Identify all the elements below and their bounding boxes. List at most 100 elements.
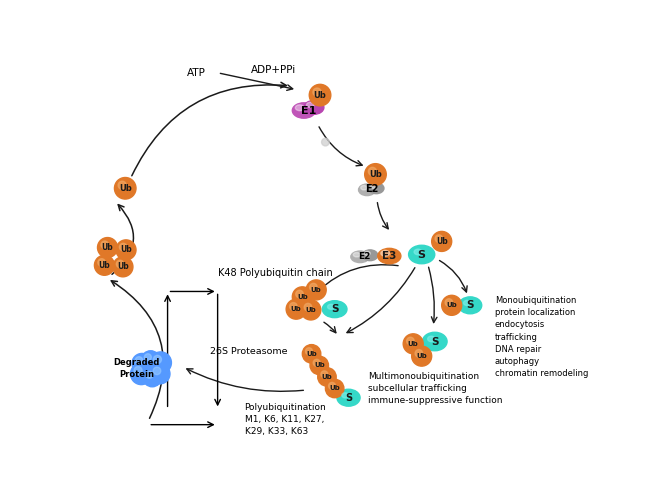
Circle shape bbox=[101, 241, 109, 248]
Circle shape bbox=[98, 259, 105, 266]
Text: Ub: Ub bbox=[117, 262, 129, 272]
Text: Ub: Ub bbox=[369, 170, 382, 179]
Circle shape bbox=[116, 240, 136, 260]
Text: E2: E2 bbox=[359, 251, 371, 261]
Circle shape bbox=[150, 364, 170, 384]
Text: S: S bbox=[467, 300, 474, 310]
Text: Ub: Ub bbox=[408, 341, 419, 347]
Text: Ub: Ub bbox=[314, 91, 326, 100]
Circle shape bbox=[310, 356, 328, 375]
Circle shape bbox=[286, 299, 306, 319]
Circle shape bbox=[132, 354, 152, 374]
Circle shape bbox=[328, 382, 335, 389]
Circle shape bbox=[153, 367, 161, 375]
Circle shape bbox=[135, 356, 143, 364]
Circle shape bbox=[309, 283, 317, 291]
Ellipse shape bbox=[353, 252, 360, 257]
Circle shape bbox=[435, 235, 443, 243]
Text: Monoubiquitination
protein localization
endocytosis
trafficking
DNA repair
autop: Monoubiquitination protein localization … bbox=[495, 296, 588, 378]
Ellipse shape bbox=[361, 186, 367, 190]
Circle shape bbox=[301, 300, 321, 320]
Text: Ub: Ub bbox=[291, 306, 302, 312]
Circle shape bbox=[302, 345, 321, 363]
Text: Multimonoubiquitination
subcellular trafficking
immune-suppressive function: Multimonoubiquitination subcellular traf… bbox=[368, 372, 502, 405]
Circle shape bbox=[369, 167, 376, 175]
Ellipse shape bbox=[328, 304, 335, 309]
Ellipse shape bbox=[363, 250, 378, 261]
Text: Ub: Ub bbox=[322, 374, 332, 380]
Circle shape bbox=[365, 164, 386, 185]
Ellipse shape bbox=[370, 184, 376, 189]
Text: Ub: Ub bbox=[306, 351, 317, 357]
Text: S: S bbox=[418, 249, 426, 260]
Text: 26S Proteasome: 26S Proteasome bbox=[210, 347, 287, 356]
Circle shape bbox=[403, 334, 423, 354]
Text: E3: E3 bbox=[382, 251, 396, 261]
Circle shape bbox=[94, 255, 114, 275]
Circle shape bbox=[306, 348, 313, 355]
Circle shape bbox=[98, 238, 118, 258]
Ellipse shape bbox=[337, 389, 360, 406]
Text: Ub: Ub bbox=[101, 243, 113, 252]
Ellipse shape bbox=[322, 300, 347, 318]
Text: ATP: ATP bbox=[187, 68, 206, 78]
Text: Degraded
Protein: Degraded Protein bbox=[114, 358, 160, 379]
Circle shape bbox=[304, 303, 312, 311]
Text: S: S bbox=[345, 393, 352, 403]
Circle shape bbox=[116, 260, 124, 268]
Circle shape bbox=[411, 346, 432, 366]
Circle shape bbox=[322, 138, 330, 146]
Circle shape bbox=[407, 337, 414, 345]
Circle shape bbox=[296, 290, 304, 298]
Text: Ub: Ub bbox=[314, 362, 324, 368]
Ellipse shape bbox=[359, 184, 376, 195]
Ellipse shape bbox=[292, 103, 315, 118]
Text: Ub: Ub bbox=[416, 353, 427, 359]
Circle shape bbox=[114, 178, 136, 199]
Circle shape bbox=[289, 302, 297, 310]
Ellipse shape bbox=[342, 393, 349, 398]
Text: E1: E1 bbox=[301, 106, 316, 115]
Circle shape bbox=[321, 371, 328, 378]
Circle shape bbox=[432, 231, 452, 251]
Ellipse shape bbox=[365, 251, 370, 255]
Ellipse shape bbox=[414, 249, 422, 255]
Circle shape bbox=[415, 350, 423, 357]
Ellipse shape bbox=[463, 300, 471, 305]
Circle shape bbox=[313, 359, 320, 366]
Text: E2: E2 bbox=[365, 184, 378, 194]
Text: K48 Polyubiquitin chain: K48 Polyubiquitin chain bbox=[218, 268, 332, 278]
Circle shape bbox=[144, 354, 151, 361]
Circle shape bbox=[142, 351, 160, 369]
Text: Ub: Ub bbox=[99, 261, 110, 270]
Ellipse shape bbox=[381, 250, 389, 256]
Text: Ub: Ub bbox=[311, 287, 322, 293]
Ellipse shape bbox=[369, 183, 384, 193]
Circle shape bbox=[131, 363, 152, 384]
Text: ADP+PPi: ADP+PPi bbox=[251, 65, 296, 75]
Text: Ub: Ub bbox=[306, 307, 316, 313]
Circle shape bbox=[150, 352, 172, 374]
Ellipse shape bbox=[304, 101, 324, 114]
Ellipse shape bbox=[295, 105, 304, 110]
Ellipse shape bbox=[422, 332, 447, 351]
Ellipse shape bbox=[459, 297, 482, 314]
Circle shape bbox=[292, 287, 313, 307]
Circle shape bbox=[442, 295, 462, 315]
Circle shape bbox=[309, 84, 331, 106]
Text: S: S bbox=[331, 304, 339, 314]
Ellipse shape bbox=[378, 248, 401, 264]
Circle shape bbox=[146, 371, 153, 378]
Circle shape bbox=[143, 368, 161, 387]
Circle shape bbox=[306, 280, 326, 300]
Circle shape bbox=[134, 366, 142, 375]
Circle shape bbox=[326, 379, 344, 398]
Text: Ub: Ub bbox=[436, 237, 448, 246]
Circle shape bbox=[120, 243, 127, 251]
Text: Polyubiquitination
M1, K6, K11, K27,
K29, K33, K63: Polyubiquitination M1, K6, K11, K27, K29… bbox=[244, 403, 326, 436]
Circle shape bbox=[313, 88, 321, 96]
Ellipse shape bbox=[428, 336, 435, 342]
Text: Ub: Ub bbox=[297, 294, 307, 300]
Circle shape bbox=[118, 181, 126, 190]
Circle shape bbox=[153, 355, 161, 363]
